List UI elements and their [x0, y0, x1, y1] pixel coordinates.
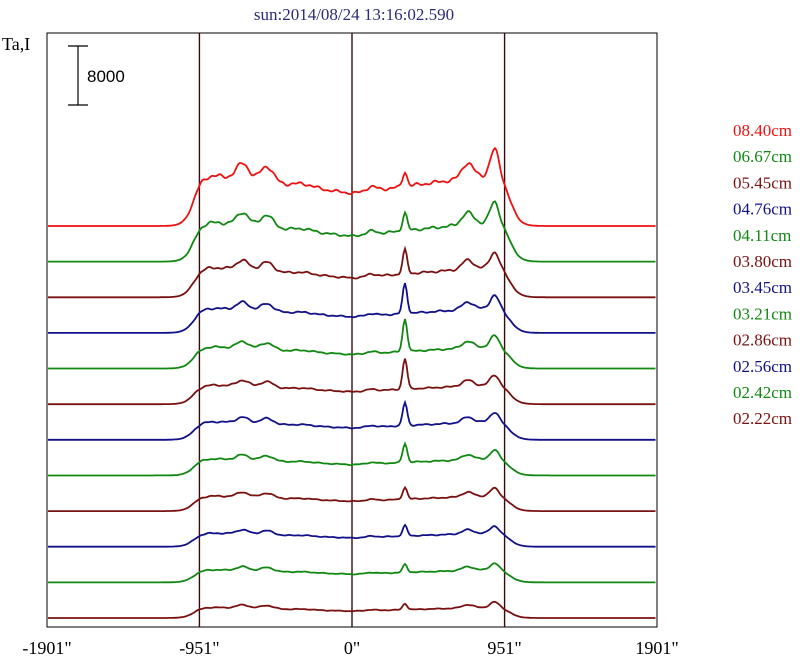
series-line-04.76cm [48, 282, 656, 334]
series-line-03.21cm [48, 441, 656, 477]
legend-entry: 02.86cm [733, 331, 792, 350]
series-line-03.80cm [48, 358, 656, 406]
legend-entry: 04.11cm [733, 226, 791, 245]
chart-title: sun:2014/08/24 13:16:02.590 [254, 5, 454, 24]
legend-entry: 03.45cm [733, 278, 792, 297]
x-tick-label: 1901" [635, 638, 678, 658]
series-line-05.45cm [48, 245, 656, 299]
x-tick-label: -951" [179, 638, 219, 658]
legend-entry: 05.45cm [733, 173, 792, 192]
legend-entry: 02.22cm [733, 409, 792, 428]
scale-bar-label: 8000 [87, 67, 125, 86]
series-line-08.40cm [48, 146, 656, 227]
vertical-reference-lines [198, 33, 506, 627]
series-line-04.11cm [48, 318, 656, 370]
legend-entry: 08.40cm [733, 121, 792, 140]
series-line-02.22cm [48, 600, 656, 619]
series-line-02.42cm [48, 562, 656, 584]
x-tick-label: 0" [344, 638, 360, 658]
series-line-02.86cm [48, 485, 656, 512]
legend-entry: 02.56cm [733, 357, 792, 376]
x-tick-label: -1901" [22, 638, 71, 658]
x-tick-labels: -1901" -951" 0" 951" 1901" [22, 638, 678, 658]
series-line-02.56cm [48, 523, 656, 548]
x-tick-label: 951" [487, 638, 521, 658]
legend-entry: 02.42cm [733, 383, 792, 402]
scale-bar: 8000 [68, 45, 125, 106]
series-line-03.45cm [48, 399, 656, 441]
legend-entry: 03.80cm [733, 252, 792, 271]
y-axis-label: Ta,I [2, 34, 30, 54]
series-line-06.67cm [48, 200, 656, 263]
legend: 08.40cm 06.67cm 05.45cm 04.76cm 04.11cm 03.80… [733, 121, 792, 428]
legend-entry: 03.21cm [733, 304, 792, 323]
legend-entry: 06.67cm [733, 147, 792, 166]
series-lines [48, 146, 656, 619]
legend-entry: 04.76cm [733, 200, 792, 219]
